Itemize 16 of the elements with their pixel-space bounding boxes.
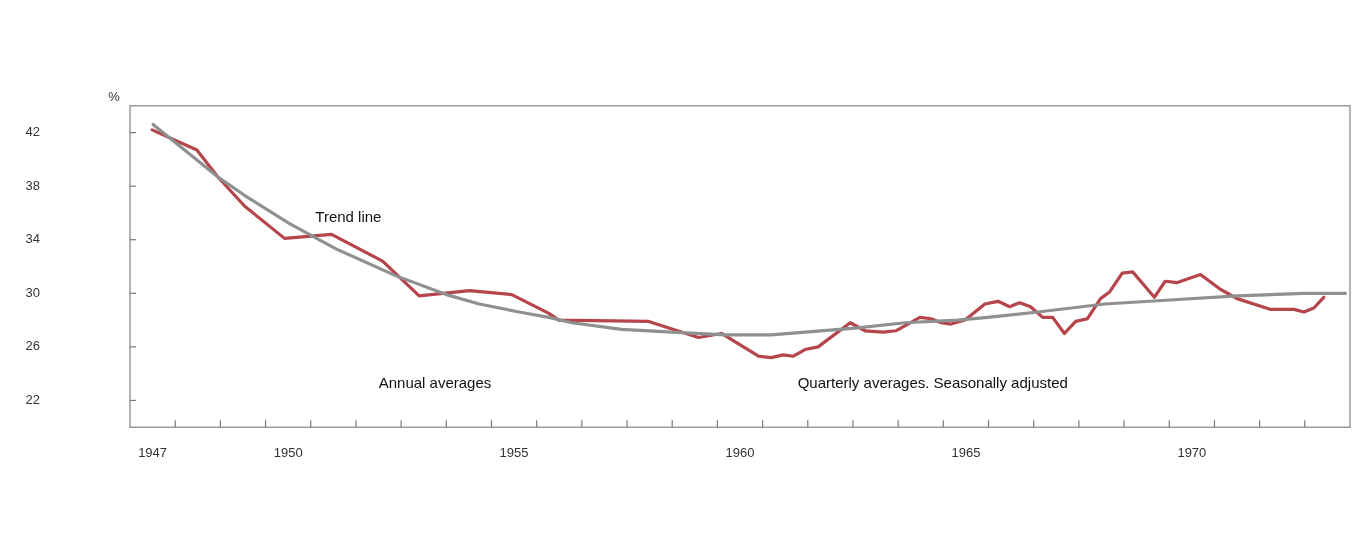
y-tick-label: 30 bbox=[25, 284, 40, 300]
y-tick-label: 34 bbox=[25, 231, 40, 247]
annotation: Trend line bbox=[315, 208, 382, 226]
annotation: Annual averages bbox=[378, 373, 492, 391]
y-tick-label: 42 bbox=[25, 124, 40, 140]
y-tick-label: 26 bbox=[25, 338, 40, 354]
y-tick-label: 22 bbox=[25, 391, 40, 407]
x-tick-label: 1965 bbox=[951, 444, 981, 460]
y-axis-title: % bbox=[108, 88, 121, 104]
x-tick-label: 1947 bbox=[138, 444, 168, 460]
x-tick-label: 1960 bbox=[725, 444, 755, 460]
x-tick-label: 1950 bbox=[273, 444, 303, 460]
annotation: Quarterly averages. Seasonally adjusted bbox=[797, 373, 1068, 391]
x-tick-label: 1955 bbox=[499, 444, 529, 460]
y-tick-label: 38 bbox=[25, 177, 40, 193]
x-tick-label: 1970 bbox=[1177, 444, 1207, 460]
